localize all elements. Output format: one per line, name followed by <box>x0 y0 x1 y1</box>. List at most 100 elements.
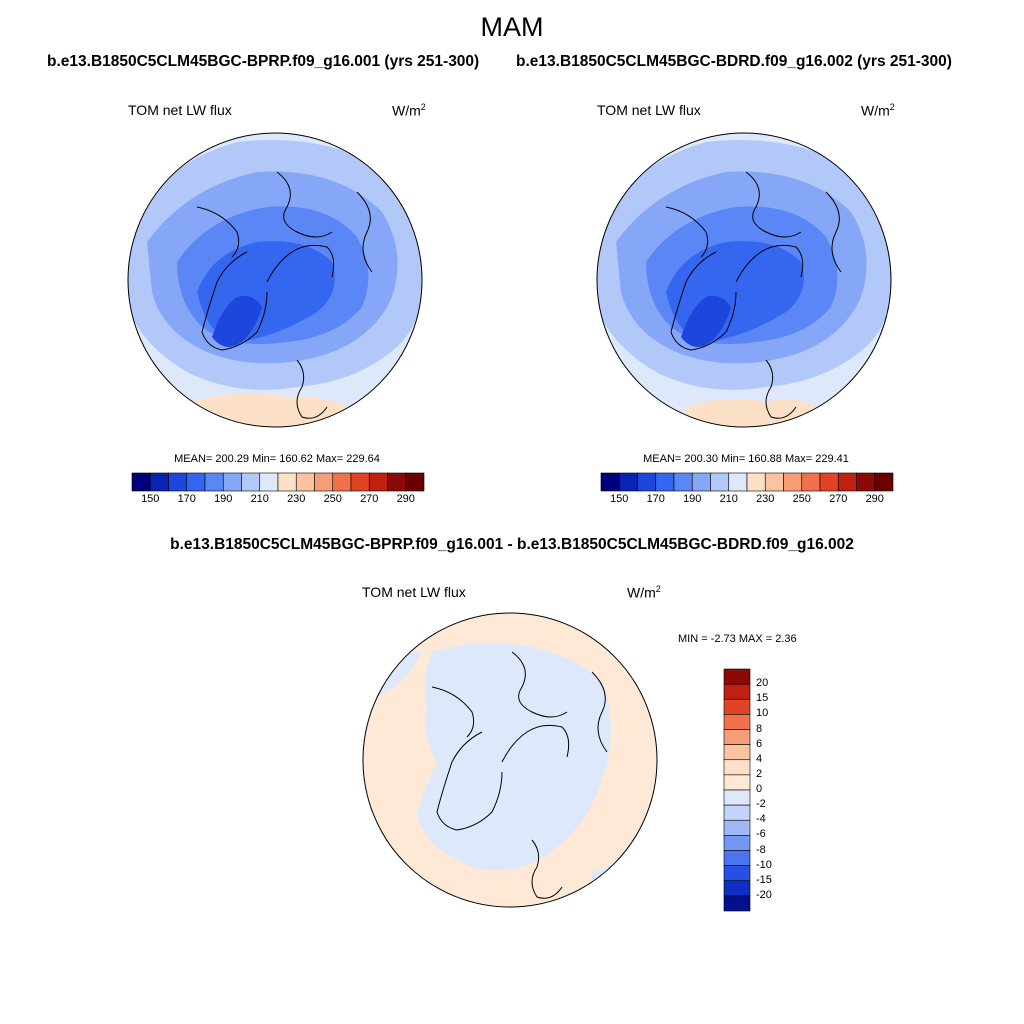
colorbar-tick-label: 170 <box>177 493 196 505</box>
colorbar-swatch <box>764 472 784 492</box>
diff-unit-label: W/m2 <box>627 584 661 601</box>
map-border <box>127 132 423 428</box>
colorbar-swatch <box>222 472 242 492</box>
colorbar-tick-label: 190 <box>214 493 233 505</box>
diff-min-max: MIN = -2.73 MAX = 2.36 <box>678 633 797 645</box>
colorbar-tick-label: 150 <box>141 493 160 505</box>
colorbar-tick-label: 270 <box>829 493 848 505</box>
colorbar-tick-label: 6 <box>756 737 763 750</box>
polar-map-panel-2 <box>596 132 892 428</box>
colorbar-swatch <box>723 698 751 715</box>
colorbar-swatch <box>655 472 675 492</box>
colorbar-swatch <box>723 895 751 912</box>
colorbar-tick-label: -4 <box>756 813 766 826</box>
colorbar-tick-label: 230 <box>287 493 306 505</box>
panel-1-variable-label: TOM net LW flux <box>128 102 232 118</box>
colorbar-tick-label: 4 <box>756 752 763 765</box>
colorbar-swatch <box>723 729 751 745</box>
colorbar-tick-label: 15 <box>756 692 769 705</box>
colorbar-tick-label: -2 <box>756 798 766 811</box>
contour-160-170 <box>681 295 731 347</box>
colorbar-swatch <box>783 472 803 492</box>
colorbar-tick-label: 250 <box>792 493 811 505</box>
colorbar-swatch <box>723 835 751 851</box>
colorbar-panel-2 <box>600 472 894 492</box>
colorbar-tick-label: 150 <box>610 493 629 505</box>
polar-map-panel-1 <box>127 132 423 428</box>
colorbar-swatch <box>314 472 334 492</box>
colorbar-panel-1 <box>131 472 425 492</box>
colorbar-swatch <box>723 759 751 776</box>
colorbar-tick-label: 8 <box>756 722 763 735</box>
colorbar-tick-label: -8 <box>756 843 766 856</box>
colorbar-swatch <box>241 472 261 492</box>
colorbar-swatch <box>186 472 206 492</box>
colorbar-swatch <box>368 472 388 492</box>
colorbar-swatch <box>723 668 751 685</box>
colorbar-tick-label: 10 <box>756 707 769 720</box>
colorbar-tick-label: 190 <box>683 493 702 505</box>
colorbar-tick-label: 270 <box>360 493 379 505</box>
map-border <box>362 612 658 908</box>
map-border <box>596 132 892 428</box>
colorbar-swatch <box>874 472 894 492</box>
colorbar-swatch <box>723 804 751 821</box>
colorbar-swatch <box>723 880 751 897</box>
colorbar-swatch <box>723 714 751 730</box>
colorbar-tick-label: -10 <box>756 858 772 871</box>
colorbar-swatch <box>723 850 751 866</box>
case-title-left: b.e13.B1850C5CLM45BGC-BPRP.f09_g16.001 (… <box>47 53 480 70</box>
panel-2-unit-label: W/m2 <box>861 102 895 119</box>
colorbar-swatch <box>618 472 638 492</box>
warm-region <box>187 393 357 427</box>
colorbar-tick-label: 20 <box>756 677 769 690</box>
coastlines <box>196 171 373 419</box>
colorbar-tick-label: 230 <box>756 493 775 505</box>
case-title-right: b.e13.B1850C5CLM45BGC-BDRD.f09_g16.002 (… <box>516 53 952 70</box>
colorbar-swatch <box>277 472 297 492</box>
colorbar-tick-label: 250 <box>323 493 342 505</box>
colorbar-swatch <box>723 865 751 882</box>
colorbar-swatch <box>819 472 839 492</box>
colorbar-panel-2-ticks: 150 170 190 210 230 250 270 290 <box>601 493 893 509</box>
colorbar-difference <box>723 668 751 912</box>
colorbar-swatch <box>149 472 169 492</box>
colorbar-swatch <box>259 472 279 492</box>
colorbar-swatch <box>728 472 748 492</box>
negative-difference-region <box>417 643 611 871</box>
colorbar-swatch <box>723 683 751 700</box>
colorbar-swatch <box>710 472 730 492</box>
colorbar-swatch <box>691 472 711 492</box>
colorbar-swatch <box>405 472 425 492</box>
colorbar-panel-1-ticks: 150 170 190 210 230 250 270 290 <box>132 493 424 509</box>
colorbar-tick-label: -20 <box>756 888 772 901</box>
colorbar-swatch <box>204 472 224 492</box>
panel-1-unit-label: W/m2 <box>392 102 426 119</box>
panel-2-variable-label: TOM net LW flux <box>597 102 701 118</box>
polar-map-difference <box>362 612 658 908</box>
colorbar-tick-label: -6 <box>756 828 766 841</box>
contour-160-170 <box>212 295 262 347</box>
colorbar-swatch <box>332 472 352 492</box>
colorbar-tick-label: 2 <box>756 767 763 780</box>
colorbar-swatch <box>723 744 751 761</box>
colorbar-swatch <box>600 472 620 492</box>
diff-variable-label: TOM net LW flux <box>362 584 466 600</box>
colorbar-swatch <box>168 472 188 492</box>
panel-1-stats: MEAN= 200.29 Min= 160.62 Max= 229.64 <box>174 453 380 465</box>
colorbar-tick-label: 170 <box>646 493 665 505</box>
colorbar-swatch <box>131 472 151 492</box>
colorbar-tick-label: 290 <box>396 493 415 505</box>
colorbar-tick-label: 210 <box>250 493 269 505</box>
colorbar-swatch <box>856 472 876 492</box>
colorbar-swatch <box>350 472 370 492</box>
colorbar-difference-ticks: 20 15 10 8 6 4 2 0 -2 -4 -6 -8 -10 -15 -20 <box>756 669 796 911</box>
colorbar-swatch <box>723 819 751 836</box>
colorbar-swatch <box>801 472 821 492</box>
colorbar-swatch <box>637 472 657 492</box>
positive-difference-patch <box>452 868 492 907</box>
colorbar-swatch <box>295 472 315 492</box>
colorbar-swatch <box>746 472 766 492</box>
warm-region <box>676 398 816 427</box>
colorbar-swatch <box>387 472 407 492</box>
